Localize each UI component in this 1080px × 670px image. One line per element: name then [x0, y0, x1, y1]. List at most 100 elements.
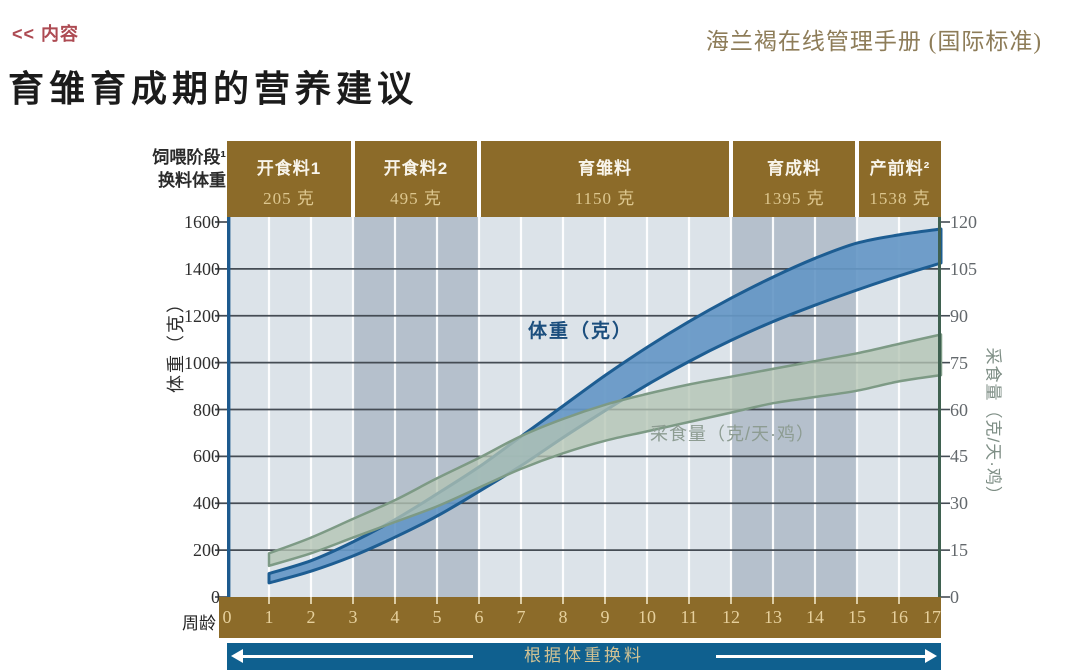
y-right-axis-title: 采食量（克/天·鸡）: [983, 347, 1003, 504]
week-gridline: [897, 217, 901, 597]
stage-weight: 1538 克: [869, 189, 931, 208]
x-axis-bar: 0 1 2 3 4 5 6 7 8 9 10 11 12 13 14 15 16 17: [219, 597, 941, 638]
y-left-tick-label: 200: [193, 540, 220, 561]
week-number: 8: [558, 607, 568, 627]
stage-name: 开食料2: [383, 159, 449, 178]
y-left-tick-label: 600: [193, 446, 220, 467]
y-right-tick-label: 75: [950, 352, 968, 373]
week-gridline: [855, 217, 859, 597]
week-number: 5: [432, 607, 442, 627]
week-tick: [814, 597, 816, 604]
week-number: 7: [516, 607, 526, 627]
week-tick: [562, 597, 564, 604]
week-number: 12: [722, 607, 740, 627]
stage-name: 开食料1: [256, 159, 322, 178]
y-right-tick-label: 0: [950, 587, 959, 607]
feed-series-label: 采食量（克/天·鸡）: [650, 424, 815, 444]
footer-bar-label: 根据体重换料: [524, 646, 644, 665]
stage-weight: 205 克: [263, 189, 315, 208]
week-gridline: [351, 217, 355, 597]
stage-name: 育成料: [767, 159, 821, 178]
y-right-tick-label: 15: [950, 540, 968, 561]
y-right-tick-label: 120: [950, 212, 977, 232]
week-number: 14: [806, 607, 824, 627]
feeding-stage-box: 育雏料 1150 克: [481, 141, 729, 217]
feeding-stage-box: 产前料² 1538 克: [859, 141, 941, 217]
week-gridline: [477, 217, 481, 597]
week-gridline: [309, 217, 313, 597]
y-left-axis-title: 体重（克）: [166, 293, 186, 393]
left-arrow-icon: [231, 649, 243, 663]
y-right-tick-label: 105: [950, 258, 977, 279]
week-tick: [394, 597, 396, 604]
y-right-tick-label: 30: [950, 493, 968, 514]
right-arrow-icon: [925, 649, 937, 663]
plot-area: [215, 217, 950, 598]
week-tick: [688, 597, 690, 604]
y-left-tick-label: 400: [193, 493, 220, 514]
right-arrow-line: [716, 655, 926, 658]
footer-bar: 根据体重换料: [227, 643, 941, 670]
week-number: 13: [764, 607, 782, 627]
y-right-tick-label: 90: [950, 305, 968, 326]
feeding-stage-header: 开食料1 205 克 开食料2 495 克 育雏料 1150 克 育成料 1395 克 产前料²…: [227, 141, 941, 217]
week-gridline: [267, 217, 271, 597]
week-gridline: [435, 217, 439, 597]
week-tick: [604, 597, 606, 604]
weight-series-label: 体重（克）: [528, 321, 634, 342]
x-axis-title: 周龄: [182, 614, 216, 633]
week-tick: [268, 597, 270, 604]
week-tick: [646, 597, 648, 604]
y-left-tick-label: 1600: [184, 212, 220, 232]
back-link[interactable]: << 内容: [12, 24, 80, 44]
week-gridline: [519, 217, 523, 597]
feeding-stage-box: 开食料2 495 克: [355, 141, 477, 217]
week-tick: [310, 597, 312, 604]
stage-weight: 1150 克: [574, 189, 636, 208]
y-right-axis-line: [938, 217, 941, 597]
week-tick: [352, 597, 354, 604]
week-tick: [478, 597, 480, 604]
week-number: 17: [923, 607, 941, 627]
week-number: 10: [638, 607, 656, 627]
page-title: 育雏育成期的营养建议: [8, 68, 419, 109]
y-left-axis-line: [227, 217, 231, 597]
y-left-tick-label: 1400: [184, 258, 220, 279]
week-gridline: [393, 217, 397, 597]
y-left-tick-label: 800: [193, 399, 220, 420]
stage-row-label-line2: 换料体重: [158, 171, 226, 190]
week-gridline: [813, 217, 817, 597]
y-right-tick-label: 45: [950, 446, 968, 467]
week-number: 2: [306, 607, 316, 627]
stage-row-label: 饲喂阶段¹ 换料体重: [118, 146, 226, 192]
y-right-tick-label: 60: [950, 399, 968, 420]
stage-weight: 495 克: [390, 189, 442, 208]
y-left-tick-label: 1200: [184, 305, 220, 326]
week-tick: [898, 597, 900, 604]
y-left-tick-label: 1000: [184, 352, 220, 373]
stage-row-label-line1: 饲喂阶段¹: [152, 148, 226, 167]
y-left-tick-label: 0: [211, 587, 220, 607]
week-number: 1: [264, 607, 274, 627]
week-tick: [772, 597, 774, 604]
left-arrow-line: [241, 655, 473, 658]
week-number: 0: [222, 607, 232, 627]
manual-title: 海兰褐在线管理手册 (国际标准): [705, 29, 1042, 54]
week-number: 3: [348, 607, 358, 627]
week-number: 15: [848, 607, 866, 627]
stage-name: 产前料²: [869, 159, 931, 178]
week-tick: [436, 597, 438, 604]
stage-weight: 1395 克: [763, 189, 825, 208]
week-number: 4: [390, 607, 400, 627]
week-gridline: [771, 217, 775, 597]
week-number: 6: [474, 607, 484, 627]
feeding-stage-box: 开食料1 205 克: [227, 141, 351, 217]
feeding-stage-box: 育成料 1395 克: [733, 141, 855, 217]
week-number: 9: [600, 607, 610, 627]
week-number: 16: [890, 607, 908, 627]
week-tick: [856, 597, 858, 604]
week-number: 11: [680, 607, 698, 627]
stage-name: 育雏料: [578, 159, 632, 178]
week-tick: [730, 597, 732, 604]
